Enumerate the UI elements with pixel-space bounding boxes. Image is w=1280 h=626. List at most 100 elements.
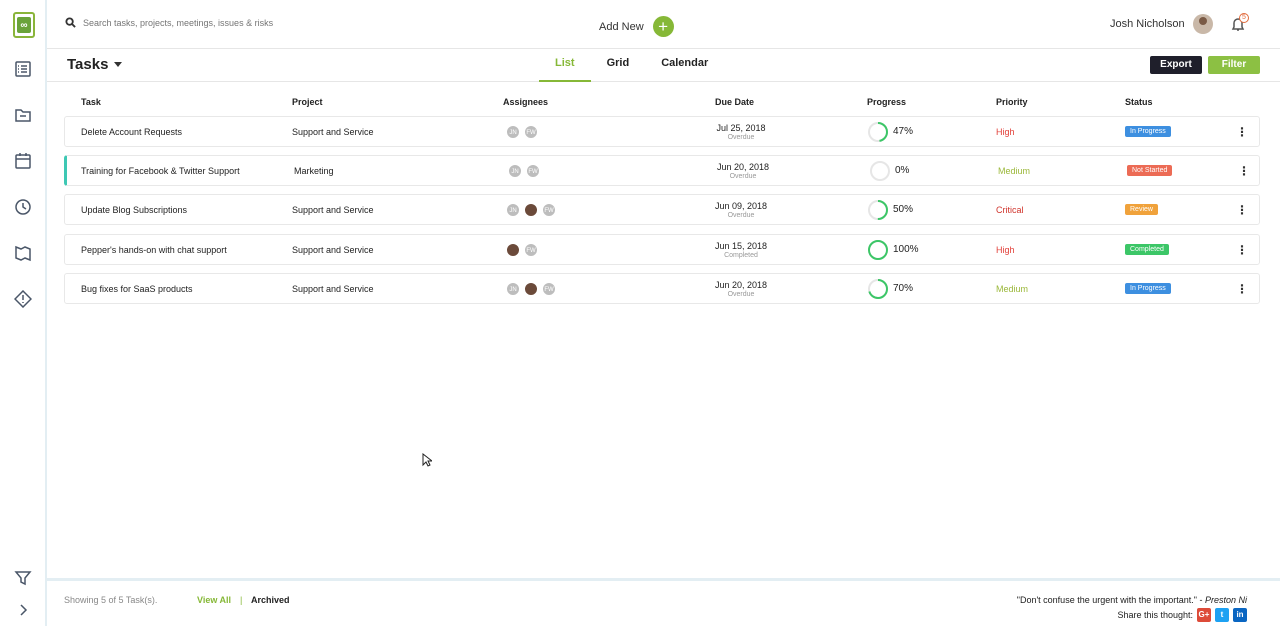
progress-ring [867, 121, 889, 143]
google-plus-icon[interactable]: G+ [1197, 608, 1211, 622]
view-all-link[interactable]: View All [197, 595, 232, 605]
caret-down-icon [114, 62, 123, 67]
tab-grid[interactable]: Grid [606, 57, 630, 69]
filter-funnel-icon[interactable] [13, 568, 33, 588]
table-row[interactable]: Update Blog Subscriptions Support and Ser… [64, 194, 1260, 225]
assignees: FW [506, 235, 542, 264]
notification-badge: 5 [1239, 13, 1249, 23]
due-date-cell: Jun 20, 2018 Overdue [706, 274, 776, 303]
showing-count: Showing 5 of 5 Task(s). [64, 595, 158, 605]
column-status[interactable]: Status [1125, 97, 1153, 107]
row-more-options-icon[interactable]: ⋮ [1238, 163, 1250, 178]
assignee-avatar: JN [506, 202, 520, 217]
filter-button[interactable]: Filter [1208, 56, 1260, 74]
status-badge: Not Started [1127, 165, 1173, 176]
priority: High [996, 244, 1015, 255]
add-new-label: Add New [599, 20, 644, 33]
task-name[interactable]: Pepper's hands-on with chat support [81, 244, 227, 255]
task-name[interactable]: Update Blog Subscriptions [81, 204, 188, 215]
risk-alert-icon[interactable] [13, 289, 33, 309]
priority: High [996, 126, 1015, 137]
progress-cell: 70% [867, 274, 913, 303]
due-date: Jun 20, 2018 [714, 279, 768, 290]
calendar-icon[interactable] [13, 151, 33, 171]
notifications-bell[interactable]: 5 [1230, 13, 1249, 32]
project-name: Support and Service [292, 204, 374, 215]
search-input[interactable] [83, 17, 343, 28]
task-name[interactable]: Delete Account Requests [81, 126, 183, 137]
expand-chevron-icon[interactable] [13, 600, 33, 620]
quote-text: "Don't confuse the urgent with the impor… [1016, 595, 1205, 605]
row-more-options-icon[interactable]: ⋮ [1236, 281, 1248, 296]
add-new: Add New + [599, 16, 674, 37]
add-new-button[interactable]: + [652, 16, 674, 37]
tab-list[interactable]: List [539, 49, 591, 82]
status-cell: Completed [1125, 235, 1169, 264]
share-thought: Share this thought: G+ t in [1117, 608, 1247, 622]
app-logo[interactable]: ∞ [13, 12, 35, 38]
table-header: Task Project Assignees Due Date Progress… [64, 97, 1260, 111]
due-date-cell: Jun 20, 2018 Overdue [708, 156, 778, 185]
due-date: Jul 25, 2018 [716, 122, 766, 133]
due-date: Jun 15, 2018 [714, 240, 768, 251]
avatar [506, 242, 520, 257]
clock-icon[interactable] [13, 197, 33, 217]
progress-ring [869, 160, 891, 182]
assignees: JN FW [506, 195, 560, 224]
column-priority[interactable]: Priority [996, 97, 1028, 107]
status-cell: In Progress [1125, 117, 1171, 146]
projects-folder-icon[interactable] [13, 105, 33, 125]
progress-cell: 0% [869, 156, 909, 185]
progress-ring [867, 199, 889, 221]
column-progress[interactable]: Progress [867, 97, 907, 107]
row-more-options-icon[interactable]: ⋮ [1236, 124, 1248, 139]
table-row[interactable]: Pepper's hands-on with chat support Suppo… [64, 234, 1260, 265]
user-menu[interactable]: Josh Nicholson [1110, 14, 1213, 34]
twitter-icon[interactable]: t [1215, 608, 1229, 622]
progress-ring [867, 239, 889, 261]
column-assignees[interactable]: Assignees [503, 97, 549, 107]
progress-cell: 50% [867, 195, 913, 224]
share-label: Share this thought: [1117, 610, 1193, 620]
status-cell: In Progress [1125, 274, 1171, 303]
linkedin-icon[interactable]: in [1233, 608, 1247, 622]
assignee-avatar: JN [506, 281, 520, 296]
table-row[interactable]: Bug fixes for SaaS products Support and S… [64, 273, 1260, 304]
tab-calendar[interactable]: Calendar [661, 57, 709, 69]
search-icon [65, 17, 76, 28]
assignee-avatar: FW [542, 281, 556, 296]
status-badge: Review [1125, 204, 1158, 215]
due-status: Overdue [729, 172, 757, 180]
table-row[interactable]: Delete Account Requests Support and Servi… [64, 116, 1260, 147]
quote-author: Preston Ni [1204, 595, 1247, 605]
footer: Showing 5 of 5 Task(s). View All | Archi… [47, 578, 1280, 626]
task-name[interactable]: Training for Facebook & Twitter Support [81, 165, 240, 176]
column-due-date[interactable]: Due Date [715, 97, 755, 107]
row-more-options-icon[interactable]: ⋮ [1236, 242, 1248, 257]
table-row[interactable]: Training for Facebook & Twitter Support M… [64, 155, 1260, 186]
assignee-avatar: FW [526, 163, 540, 178]
due-status: Completed [724, 251, 758, 259]
row-more-options-icon[interactable]: ⋮ [1236, 202, 1248, 217]
archived-link[interactable]: Archived [251, 595, 290, 605]
status-badge: In Progress [1125, 126, 1171, 137]
bookmark-map-icon[interactable] [13, 243, 33, 263]
column-task[interactable]: Task [81, 97, 101, 107]
due-date-cell: Jun 15, 2018 Completed [706, 235, 776, 264]
page-title-dropdown[interactable]: Tasks [67, 56, 123, 73]
tasks-icon[interactable] [13, 59, 33, 79]
project-name: Marketing [294, 165, 334, 176]
assignees: JN FW [506, 117, 542, 146]
due-status: Overdue [727, 290, 755, 298]
column-project[interactable]: Project [292, 97, 323, 107]
task-name[interactable]: Bug fixes for SaaS products [81, 283, 193, 294]
quote: "Don't confuse the urgent with the impor… [1017, 595, 1247, 605]
progress-cell: 100% [867, 235, 919, 264]
progress-percent: 0% [895, 165, 910, 176]
export-button[interactable]: Export [1150, 56, 1202, 74]
view-tabs: List Grid Calendar [539, 49, 724, 82]
priority: Medium [996, 283, 1029, 294]
due-date: Jun 09, 2018 [714, 200, 768, 211]
priority: Critical [996, 204, 1024, 215]
project-name: Support and Service [292, 244, 374, 255]
